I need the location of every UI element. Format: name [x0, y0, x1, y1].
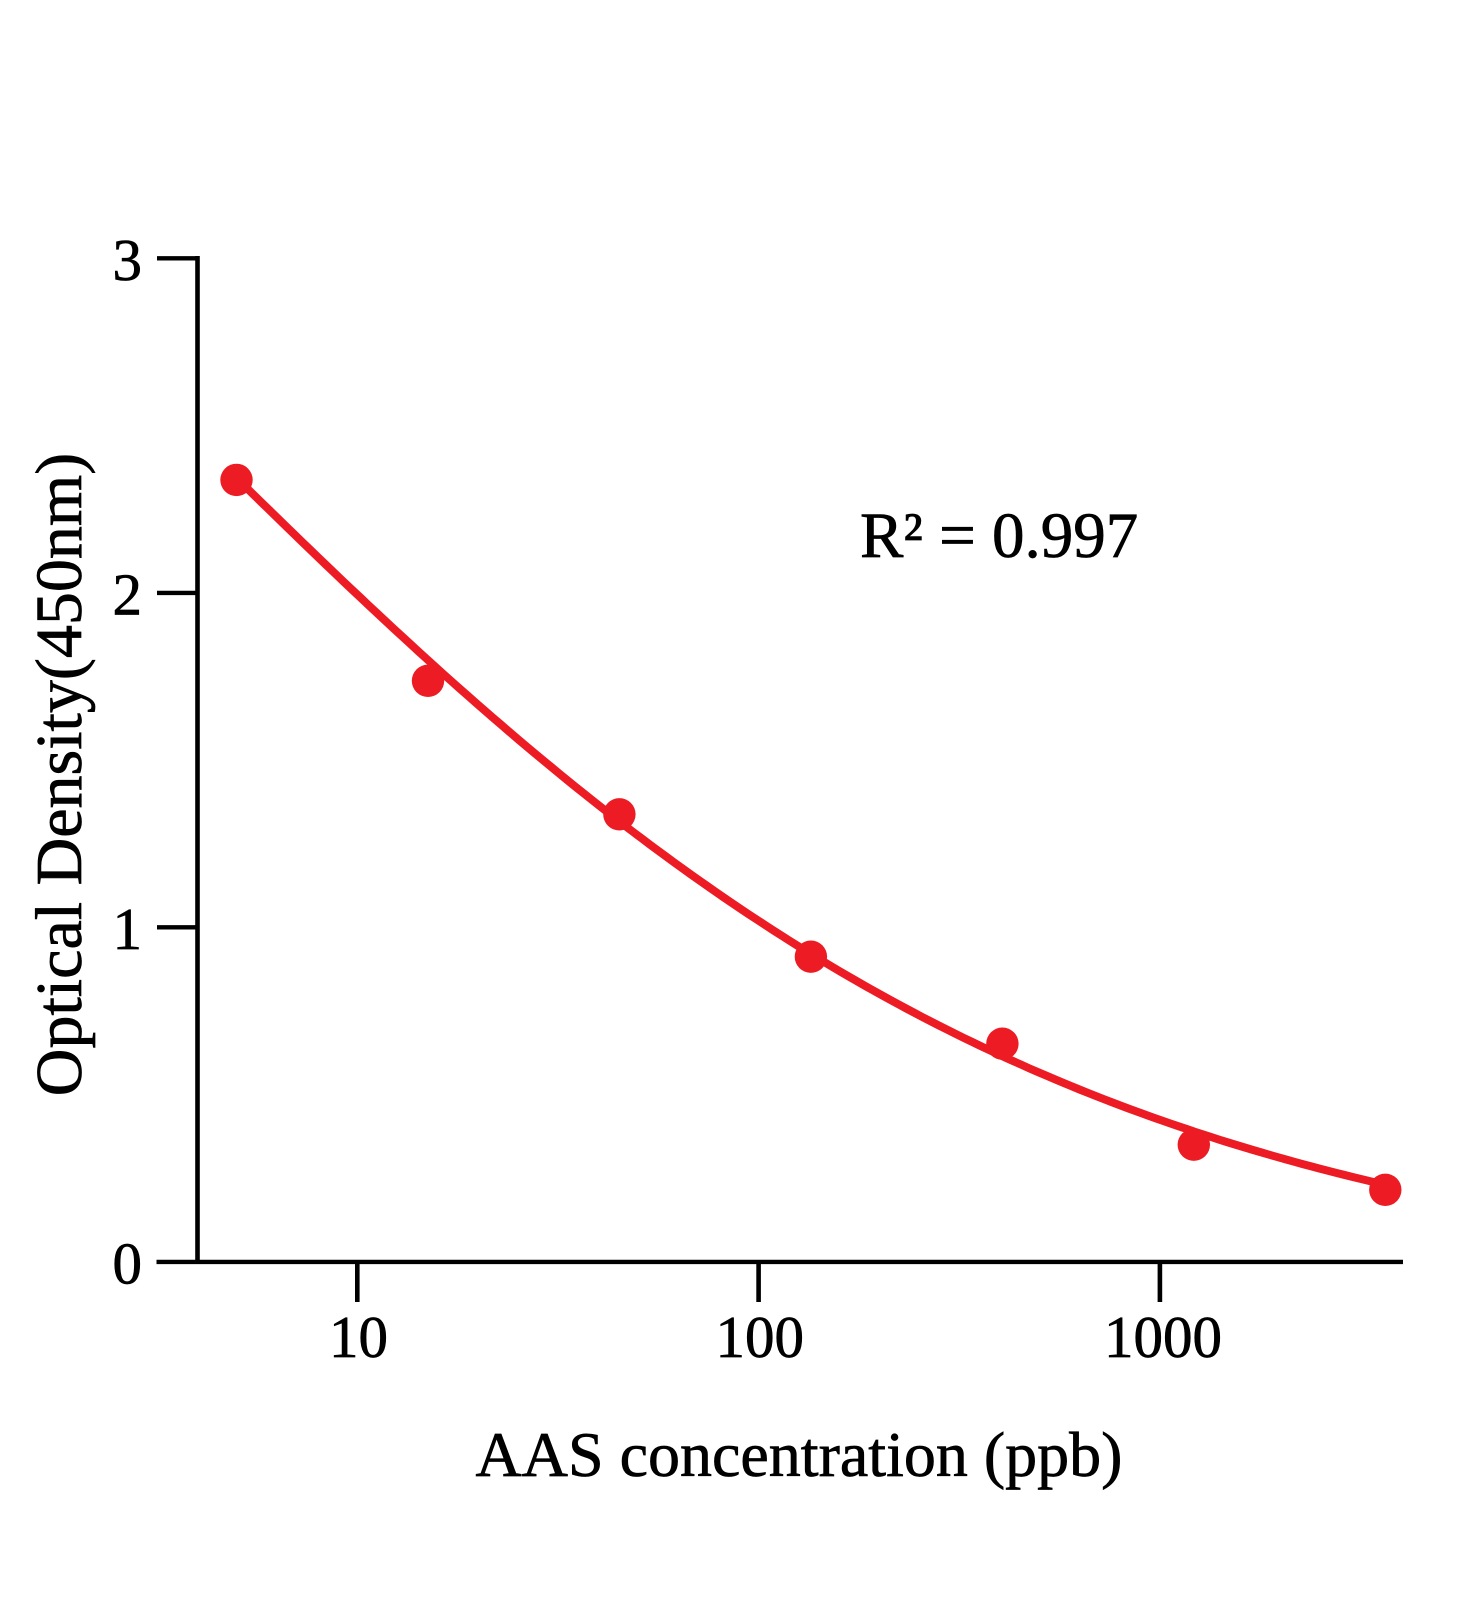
svg-text:100: 100	[716, 1304, 805, 1370]
svg-text:0: 0	[113, 1230, 143, 1296]
svg-text:AAS concentration (ppb): AAS concentration (ppb)	[476, 1419, 1123, 1490]
svg-text:Optical Density(450nm): Optical Density(450nm)	[23, 453, 96, 1096]
svg-text:10: 10	[329, 1304, 388, 1370]
svg-text:2: 2	[113, 561, 143, 627]
svg-text:R² = 0.997: R² = 0.997	[860, 500, 1138, 572]
svg-text:1: 1	[113, 896, 143, 962]
svg-text:3: 3	[113, 227, 143, 293]
svg-text:1000: 1000	[1104, 1304, 1222, 1370]
